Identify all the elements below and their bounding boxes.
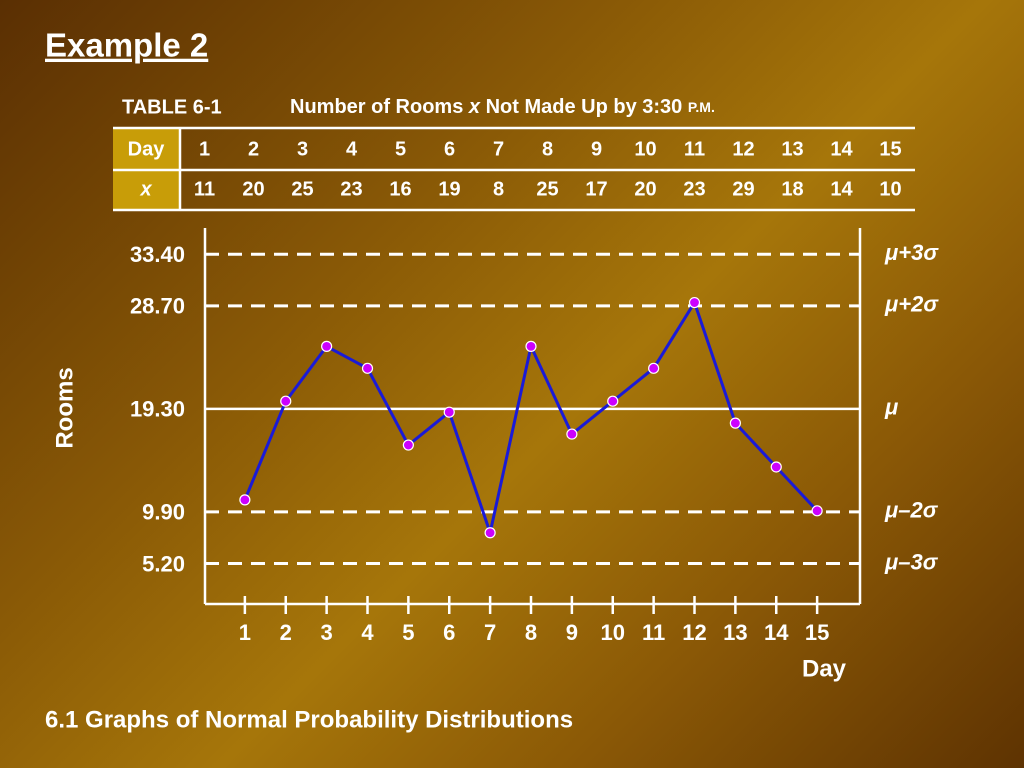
x-tick-label: 13: [723, 620, 747, 645]
y-tick-label: 9.90: [142, 500, 185, 525]
table-cell: 18: [781, 178, 803, 200]
table-cell: 6: [444, 138, 455, 160]
x-tick-label: 9: [566, 620, 578, 645]
x-axis-label: Day: [802, 655, 847, 682]
caption-part: P.M.: [688, 99, 715, 115]
y-tick-label: 5.20: [142, 551, 185, 576]
x-tick-label: 14: [764, 620, 789, 645]
x-tick-label: 1: [239, 620, 251, 645]
x-tick-label: 5: [402, 620, 414, 645]
limit-label: μ: [884, 395, 898, 420]
caption-part: Not Made Up by 3:30: [486, 96, 683, 118]
table-cell: 5: [395, 138, 406, 160]
data-point: [607, 395, 619, 407]
table-caption: Number of Rooms x Not Made Up by 3:30 P.…: [290, 96, 715, 118]
y-tick-label: 19.30: [130, 397, 185, 422]
limit-label: μ+3σ: [884, 240, 939, 265]
row-header: x: [139, 178, 152, 200]
table-cell: 25: [536, 178, 558, 200]
data-point: [688, 296, 701, 309]
table-cell: 11: [684, 138, 705, 160]
data-point: [321, 340, 333, 352]
data-point: [566, 428, 578, 440]
x-tick-label: 4: [361, 620, 374, 645]
row-header: Day: [128, 138, 166, 160]
table-cell: 23: [683, 178, 705, 200]
table-cell: 14: [830, 178, 853, 200]
x-tick-label: 8: [525, 620, 537, 645]
limit-label: μ+2σ: [884, 292, 939, 317]
limit-label: μ–3σ: [884, 549, 939, 574]
table-cell: 4: [346, 138, 358, 160]
data-point: [484, 527, 496, 539]
data-point: [648, 362, 660, 374]
table-cell: 14: [830, 138, 853, 160]
data-point: [402, 439, 414, 451]
table-cell: 29: [732, 178, 754, 200]
x-tick-label: 6: [443, 620, 455, 645]
table-cell: 8: [493, 178, 504, 200]
x-tick-label: 2: [280, 620, 292, 645]
table-cell: 2: [248, 138, 259, 160]
x-tick-label: 11: [642, 620, 665, 645]
y-axis-label: Rooms: [51, 367, 78, 448]
table-cell: 9: [591, 138, 602, 160]
data-point: [525, 340, 537, 352]
table-cell: 10: [634, 138, 656, 160]
table-cell: 3: [297, 138, 308, 160]
table-cell: 25: [291, 178, 313, 200]
data-point: [770, 461, 782, 473]
limit-label: μ–2σ: [884, 498, 939, 523]
x-tick-label: 7: [484, 620, 496, 645]
table-cell: 10: [879, 178, 901, 200]
table-cell: 12: [732, 138, 754, 160]
table-cell: 17: [585, 178, 607, 200]
table-label: TABLE 6-1: [122, 96, 222, 118]
slide-title: Example 2: [45, 27, 208, 64]
caption-part: x: [468, 96, 481, 118]
table-cell: 13: [781, 138, 803, 160]
data-line: [243, 299, 819, 539]
caption-part: Number of Rooms: [290, 96, 463, 118]
table-cell: 1: [199, 138, 210, 160]
data-point: [280, 395, 292, 407]
y-tick-label: 28.70: [130, 294, 185, 319]
x-tick-label: 10: [601, 620, 625, 645]
table-cell: 16: [389, 178, 411, 200]
table-cell: 19: [438, 178, 460, 200]
table: Day 1 2 3 4 5 6 7 8 9 10 11 12 13 14 15x 11 20 25 23 16 19 8 25…: [113, 126, 915, 212]
x-tick-label: 12: [682, 620, 706, 645]
table-cell: 8: [542, 138, 553, 160]
table-cell: 20: [634, 178, 656, 200]
chart: Day Rooms 33.40 μ+3σ 28.70 μ+2σ 19.30 μ 9.90 μ–…: [51, 228, 939, 682]
data-point: [443, 406, 455, 418]
x-tick-label: 15: [805, 620, 829, 645]
data-point: [811, 505, 823, 517]
y-tick-label: 33.40: [130, 242, 185, 267]
table-cell: 15: [879, 138, 901, 160]
x-tick-label: 3: [321, 620, 333, 645]
table-cell: 23: [340, 178, 362, 200]
data-point: [239, 494, 251, 506]
footer: 6.1 Graphs of Normal Probability Distrib…: [45, 706, 573, 733]
table-cell: 20: [242, 178, 264, 200]
table-cell: 7: [493, 138, 504, 160]
data-point: [361, 362, 374, 374]
data-point: [729, 417, 741, 429]
table-cell: 11: [194, 178, 215, 200]
